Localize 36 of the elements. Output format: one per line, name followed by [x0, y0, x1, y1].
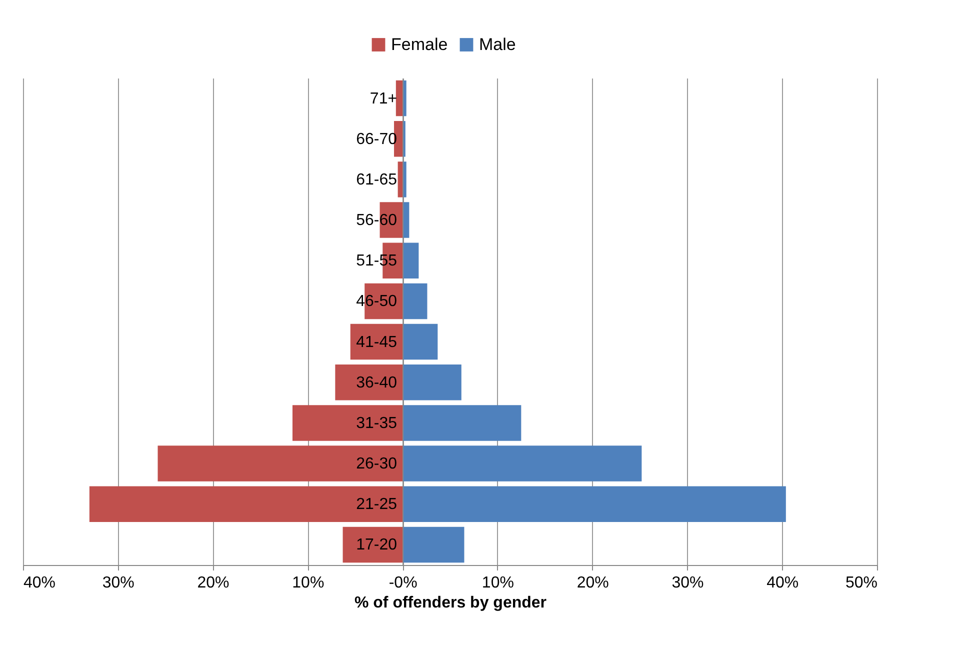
bar — [402, 405, 522, 441]
x-tick-label: 50% — [845, 574, 878, 592]
x-tick-label: 40% — [766, 574, 799, 592]
x-tick-label: -0% — [388, 574, 418, 592]
bar — [402, 242, 419, 278]
x-tick-label: 40% — [24, 574, 56, 592]
legend-label: Female — [391, 34, 448, 54]
bar — [402, 283, 428, 320]
y-tick-label: 41-45 — [356, 334, 398, 351]
bar — [402, 364, 462, 400]
bar — [402, 486, 786, 522]
legend-label: Male — [479, 34, 516, 54]
y-tick-label: 17-20 — [356, 536, 398, 554]
bar — [350, 324, 403, 360]
y-tick-label: 31-35 — [356, 414, 398, 432]
bar — [158, 446, 403, 482]
x-tick-label: 10% — [292, 574, 324, 592]
bar — [402, 446, 642, 482]
y-tick-label: 26-30 — [356, 456, 398, 473]
bar — [402, 526, 464, 563]
x-tick-label: 30% — [102, 574, 134, 592]
bar — [396, 80, 403, 116]
x-tick-label: 30% — [672, 574, 704, 592]
y-tick-label: 61-65 — [356, 171, 398, 188]
bar — [398, 162, 403, 198]
bar — [342, 526, 403, 563]
x-tick-label: 20% — [576, 574, 609, 592]
x-tick-label: 10% — [482, 574, 514, 592]
x-tick-label: 20% — [197, 574, 230, 592]
bar — [89, 486, 403, 522]
bar — [335, 364, 403, 400]
y-tick-label: 21-25 — [356, 496, 398, 514]
bar — [292, 405, 403, 441]
bar — [402, 324, 438, 360]
x-axis-title: % of offenders by gender — [354, 594, 547, 612]
y-tick-label: 36-40 — [356, 374, 398, 392]
